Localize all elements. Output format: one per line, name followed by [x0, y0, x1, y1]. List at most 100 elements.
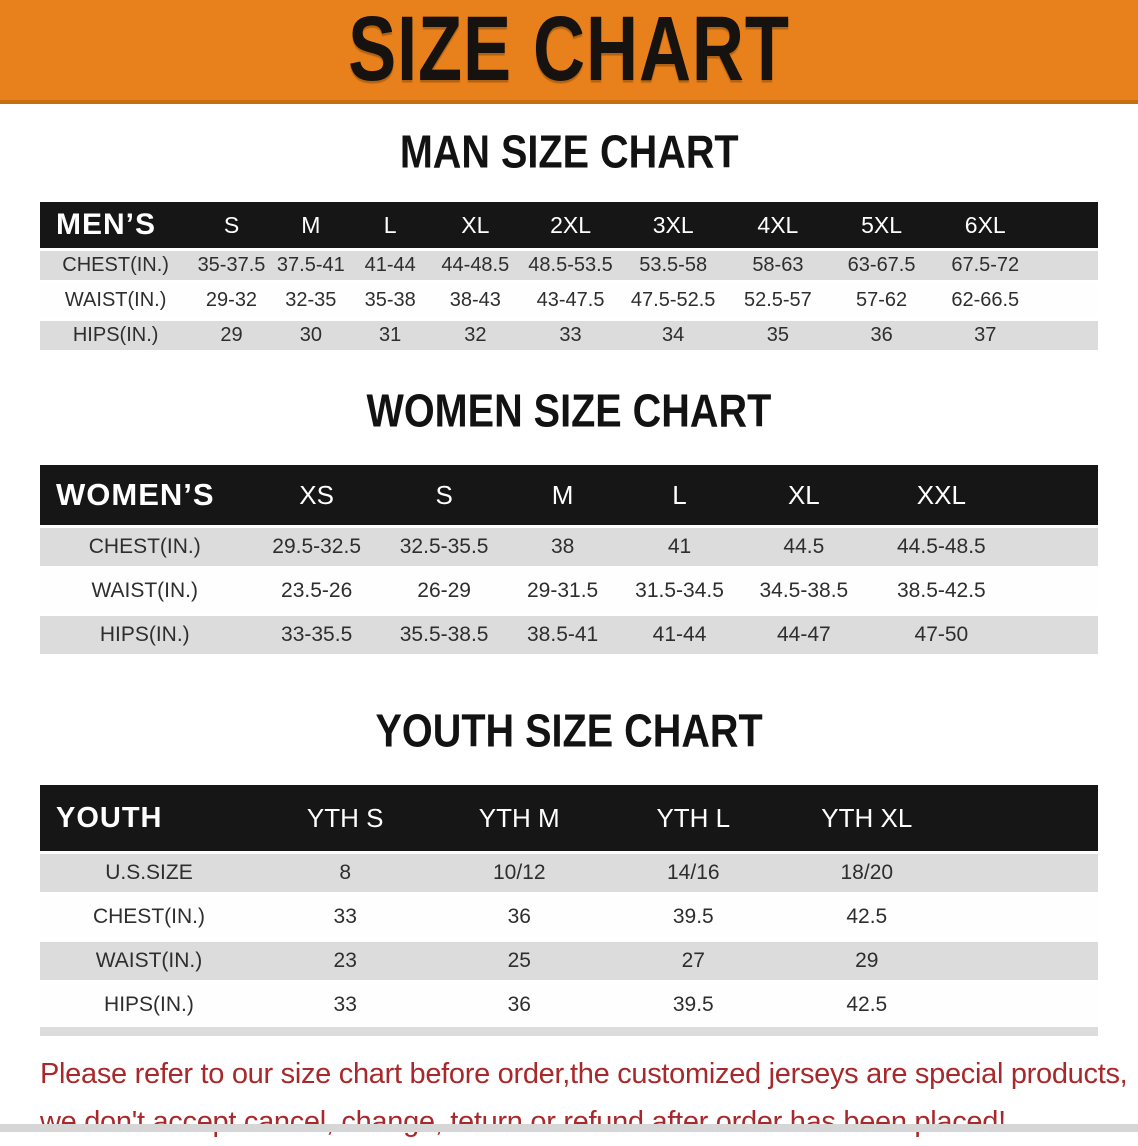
size-value: 32	[430, 318, 521, 353]
col-header-xl: XL	[430, 202, 521, 248]
col-header-m: M	[504, 465, 621, 525]
col-header-yth-l: YTH L	[606, 785, 781, 851]
header-row: WOMEN’S XS S M L XL XXL	[40, 465, 1098, 525]
col-header-6xl: 6XL	[932, 202, 1038, 248]
size-value: 29	[191, 318, 272, 353]
size-value: 39.5	[606, 983, 781, 1027]
col-header-xxl: XXL	[869, 465, 1014, 525]
size-value: 27	[606, 939, 781, 983]
size-value: 29-31.5	[504, 569, 621, 613]
filler-cell	[1013, 613, 1098, 657]
filler-cell	[1037, 248, 1098, 283]
col-header-l: L	[620, 465, 739, 525]
size-value: 57-62	[830, 283, 933, 318]
row-label-chest-in: CHEST(IN.)	[40, 525, 250, 569]
size-value: 47.5-52.5	[620, 283, 726, 318]
size-value: 37.5-41	[271, 248, 350, 283]
size-value: 36	[432, 895, 606, 939]
mens-size-table: MEN’S S M L XL 2XL 3XL 4XL 5XL 6XL CHEST(IN.) 35-37…	[40, 202, 1098, 353]
size-value: 48.5-53.5	[520, 248, 621, 283]
size-value: 47-50	[869, 613, 1014, 657]
page-bottom-strip	[0, 1124, 1138, 1132]
table-row-chest-in: CHEST(IN.) 29.5-32.5 32.5-35.5 38 41 44.5 44.5…	[40, 525, 1098, 569]
banner: SIZE CHART	[0, 0, 1138, 104]
size-value: 34	[620, 318, 726, 353]
man-section: MAN SIZE CHART	[0, 126, 1138, 179]
col-header-xs: XS	[249, 465, 384, 525]
size-value: 29	[780, 939, 954, 983]
size-value: 26-29	[383, 569, 505, 613]
filler-cell	[953, 851, 1098, 895]
col-header-xl: XL	[738, 465, 870, 525]
size-value: 34.5-38.5	[738, 569, 870, 613]
filler-cell	[1037, 283, 1098, 318]
table-row-waist-in: WAIST(IN.) 23 25 27 29	[40, 939, 1098, 983]
size-value: 32-35	[271, 283, 350, 318]
filler-cell	[1013, 569, 1098, 613]
row-label-hips-in: HIPS(IN.)	[40, 613, 250, 657]
table-row-waist-in: WAIST(IN.) 23.5-26 26-29 29-31.5 31.5-34.5 34…	[40, 569, 1098, 613]
size-value: 35-37.5	[191, 248, 272, 283]
col-header-l: L	[349, 202, 431, 248]
col-header-s: S	[191, 202, 272, 248]
table-row-waist-in: WAIST(IN.) 29-32 32-35 35-38 38-43 43-47.5 47.…	[40, 283, 1098, 318]
man-section-heading: MAN SIZE CHART	[399, 126, 739, 179]
youth-section-heading: YOUTH SIZE CHART	[375, 705, 763, 758]
col-header-5xl: 5XL	[830, 202, 933, 248]
header-row: YOUTH YTH S YTH M YTH L YTH XL	[40, 785, 1098, 851]
filler-cell	[953, 785, 1098, 851]
size-value: 44-47	[738, 613, 870, 657]
filler-cell	[1013, 525, 1098, 569]
youth-size-table: YOUTH YTH S YTH M YTH L YTH XL U.S.SIZE 8 10/12…	[40, 785, 1098, 1027]
size-value: 30	[271, 318, 350, 353]
col-header-m: M	[271, 202, 350, 248]
size-value: 53.5-58	[620, 248, 726, 283]
col-header-yth-xl: YTH XL	[780, 785, 954, 851]
size-value: 38-43	[430, 283, 521, 318]
row-label-waist-in: WAIST(IN.)	[40, 283, 192, 318]
size-value: 14/16	[606, 851, 781, 895]
size-value: 58-63	[725, 248, 831, 283]
size-value: 43-47.5	[520, 283, 621, 318]
col-header-4xl: 4XL	[725, 202, 831, 248]
size-value: 18/20	[780, 851, 954, 895]
row-label-chest-in: CHEST(IN.)	[40, 248, 192, 283]
size-value: 42.5	[780, 895, 954, 939]
row-label-chest-in: CHEST(IN.)	[40, 895, 258, 939]
size-value: 42.5	[780, 983, 954, 1027]
size-value: 63-67.5	[830, 248, 933, 283]
size-value: 44.5	[738, 525, 870, 569]
size-value: 41-44	[349, 248, 431, 283]
size-value: 36	[432, 983, 606, 1027]
youth-section: YOUTH SIZE CHART	[0, 705, 1138, 758]
table-row-u-s-size: U.S.SIZE 8 10/12 14/16 18/20	[40, 851, 1098, 895]
filler-cell	[1037, 202, 1098, 248]
size-value: 52.5-57	[725, 283, 831, 318]
row-label-hips-in: HIPS(IN.)	[40, 983, 258, 1027]
table-row-chest-in: CHEST(IN.) 33 36 39.5 42.5	[40, 895, 1098, 939]
disclaimer-text: Please refer to our size chart before or…	[40, 1050, 1138, 1146]
size-value: 41	[620, 525, 739, 569]
disclaimer-line-1: Please refer to our size chart before or…	[40, 1058, 1128, 1090]
table-row-hips-in: HIPS(IN.) 29 30 31 32 33 34 35 36 37	[40, 318, 1098, 353]
women-s-table: WOMEN’S XS S M L XL XXL CHEST(IN.) 29.5-32.5 32.5…	[40, 465, 1098, 657]
filler-cell	[1013, 465, 1098, 525]
size-value: 35.5-38.5	[383, 613, 505, 657]
size-value: 41-44	[620, 613, 739, 657]
row-label-u-s-size: U.S.SIZE	[40, 851, 258, 895]
size-value: 62-66.5	[932, 283, 1038, 318]
size-value: 10/12	[432, 851, 606, 895]
size-value: 35-38	[349, 283, 431, 318]
size-value: 38.5-42.5	[869, 569, 1014, 613]
size-value: 44-48.5	[430, 248, 521, 283]
size-value: 44.5-48.5	[869, 525, 1014, 569]
men-s-table: MEN’S S M L XL 2XL 3XL 4XL 5XL 6XL CHEST(IN.) 35-37…	[40, 202, 1098, 353]
size-value: 35	[725, 318, 831, 353]
col-header-3xl: 3XL	[620, 202, 726, 248]
youth-table: YOUTH YTH S YTH M YTH L YTH XL U.S.SIZE 8 10/12…	[40, 785, 1098, 1027]
women-section-heading: WOMEN SIZE CHART	[366, 385, 772, 438]
banner-title: SIZE CHART	[348, 0, 790, 101]
size-value: 23.5-26	[249, 569, 384, 613]
col-header-yth-m: YTH M	[432, 785, 606, 851]
